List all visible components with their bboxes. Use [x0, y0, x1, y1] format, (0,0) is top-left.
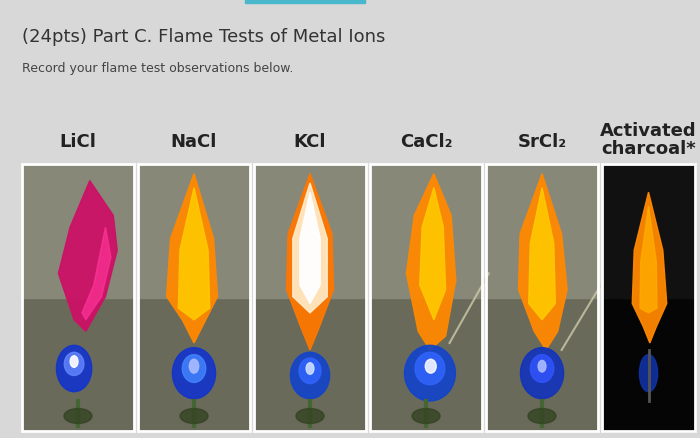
- Bar: [254, 165, 366, 431]
- Ellipse shape: [172, 348, 216, 399]
- Ellipse shape: [412, 409, 440, 424]
- Bar: [602, 165, 695, 431]
- Bar: [370, 165, 482, 298]
- Ellipse shape: [306, 363, 314, 374]
- Text: SrCl₂: SrCl₂: [517, 133, 566, 151]
- Text: LiCl: LiCl: [60, 133, 97, 151]
- Text: (24pts) Part C. Flame Tests of Metal Ions: (24pts) Part C. Flame Tests of Metal Ion…: [22, 28, 386, 46]
- Ellipse shape: [639, 355, 657, 392]
- Polygon shape: [632, 193, 666, 343]
- Ellipse shape: [415, 353, 444, 385]
- Ellipse shape: [299, 358, 321, 384]
- Text: CaCl₂: CaCl₂: [400, 133, 452, 151]
- Ellipse shape: [64, 353, 84, 376]
- Text: charcoal*: charcoal*: [601, 140, 696, 158]
- Polygon shape: [286, 174, 333, 350]
- Ellipse shape: [189, 360, 199, 373]
- Bar: [370, 298, 482, 431]
- Ellipse shape: [70, 356, 78, 367]
- Ellipse shape: [528, 409, 556, 424]
- Polygon shape: [407, 174, 456, 350]
- Bar: [486, 298, 598, 431]
- Ellipse shape: [296, 409, 324, 424]
- Text: Activated: Activated: [600, 122, 696, 140]
- Polygon shape: [178, 188, 210, 320]
- Bar: [602, 298, 695, 431]
- Polygon shape: [167, 174, 218, 343]
- Ellipse shape: [521, 348, 564, 399]
- Bar: [22, 298, 134, 431]
- Bar: [370, 165, 482, 431]
- Ellipse shape: [538, 360, 546, 372]
- Bar: [138, 165, 250, 298]
- Ellipse shape: [425, 360, 436, 373]
- Ellipse shape: [182, 355, 206, 382]
- Bar: [486, 165, 598, 431]
- Polygon shape: [528, 188, 555, 320]
- Polygon shape: [293, 184, 328, 313]
- Polygon shape: [640, 207, 657, 313]
- Polygon shape: [58, 181, 117, 332]
- Polygon shape: [300, 193, 320, 304]
- Bar: [138, 165, 250, 431]
- Text: KCl: KCl: [294, 133, 326, 151]
- Ellipse shape: [405, 346, 456, 401]
- Polygon shape: [420, 188, 446, 320]
- Ellipse shape: [290, 353, 330, 399]
- Bar: [486, 165, 598, 298]
- Ellipse shape: [64, 409, 92, 424]
- Bar: [254, 165, 366, 298]
- Polygon shape: [519, 174, 567, 350]
- Text: NaCl: NaCl: [171, 133, 217, 151]
- Ellipse shape: [57, 346, 92, 392]
- Text: Record your flame test observations below.: Record your flame test observations belo…: [22, 62, 293, 75]
- Bar: [22, 165, 134, 431]
- Bar: [602, 165, 695, 298]
- Bar: [254, 298, 366, 431]
- Bar: [22, 165, 134, 298]
- Ellipse shape: [531, 355, 554, 382]
- Bar: [138, 298, 250, 431]
- Bar: [245, 0, 365, 4]
- Ellipse shape: [180, 409, 208, 424]
- Polygon shape: [82, 227, 111, 320]
